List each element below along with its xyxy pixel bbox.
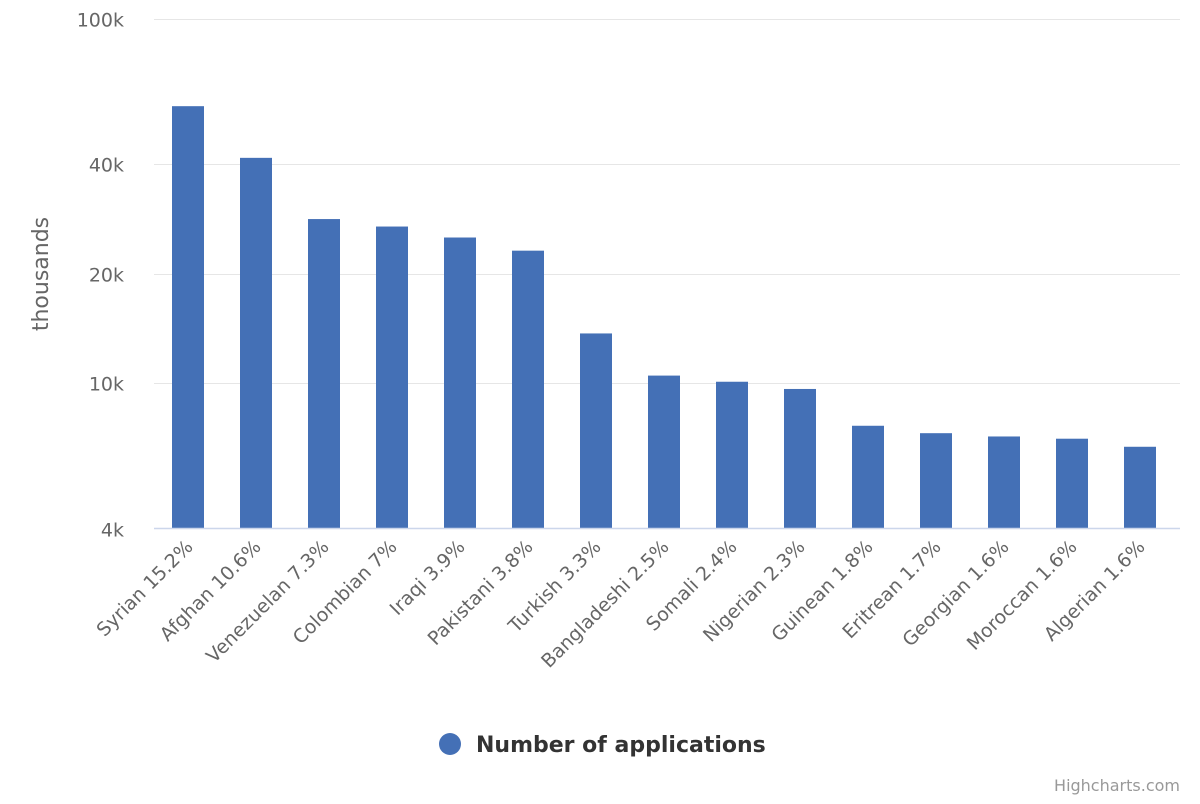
y-tick-label: 40k — [89, 155, 124, 177]
grid-lines — [154, 19, 1180, 384]
y-tick-label: 10k — [89, 374, 124, 396]
bar[interactable] — [716, 381, 748, 529]
bar-series — [172, 106, 1156, 529]
bar[interactable] — [308, 219, 340, 529]
bar[interactable] — [512, 250, 544, 529]
y-tick-label: 20k — [89, 265, 124, 287]
x-axis-category-labels: Syrian 15.2%Afghan 10.6%Venezuelan 7.3%C… — [93, 536, 1150, 672]
y-axis-tick-labels: 4k 10k 20k 40k 100k — [77, 10, 124, 542]
credits-link[interactable]: Highcharts.com — [1054, 776, 1180, 795]
legend-marker — [439, 733, 461, 755]
bar[interactable] — [376, 226, 408, 529]
bar[interactable] — [172, 106, 204, 529]
bar[interactable] — [784, 388, 816, 529]
bar[interactable] — [1124, 446, 1156, 529]
y-tick-label: 4k — [101, 520, 124, 542]
bar[interactable] — [988, 436, 1020, 529]
legend-label: Number of applications — [476, 733, 766, 758]
y-tick-label: 100k — [77, 10, 124, 32]
bar[interactable] — [648, 375, 680, 529]
bar[interactable] — [580, 333, 612, 529]
bar[interactable] — [1056, 438, 1088, 529]
x-category-label: Venezuelan 7.3% — [202, 536, 333, 667]
bar[interactable] — [444, 237, 476, 529]
bar[interactable] — [240, 157, 272, 529]
bar[interactable] — [920, 433, 952, 529]
bar[interactable] — [852, 425, 884, 529]
legend[interactable]: Number of applications — [439, 733, 766, 758]
y-axis-title: thousands — [29, 217, 54, 331]
x-category-label: Bangladeshi 2.5% — [537, 536, 673, 672]
